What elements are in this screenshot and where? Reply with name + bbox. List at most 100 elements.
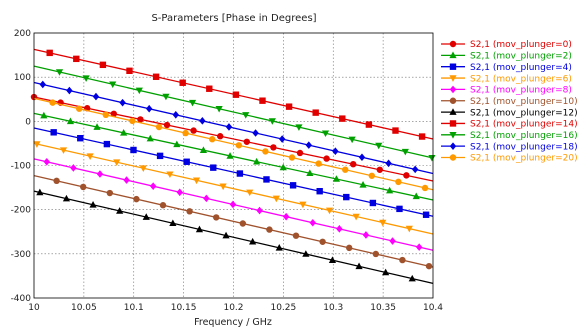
legend-marker [449, 75, 457, 82]
series-marker [411, 165, 419, 174]
series-marker [92, 92, 100, 101]
series-marker [343, 193, 350, 201]
series-marker [285, 103, 293, 110]
series-marker [396, 205, 403, 213]
legend-item: S2,1 (mov_plunger=8) [441, 85, 572, 96]
chart-title: S-Parameters [Phase in Degrees] [151, 13, 316, 24]
y-tick-label: 100 [14, 73, 31, 83]
series-marker [292, 232, 300, 239]
series-marker [226, 152, 234, 159]
series-marker [145, 104, 153, 113]
series-marker [342, 166, 349, 173]
series-marker [217, 133, 224, 140]
series-marker [272, 195, 280, 203]
legend-marker [449, 40, 457, 48]
series-marker [232, 91, 240, 98]
x-tick-label: 10.3 [323, 303, 343, 313]
series-marker [339, 115, 346, 122]
series-marker [279, 163, 287, 171]
series-marker [332, 147, 339, 155]
series-marker [266, 226, 273, 233]
series-line [33, 190, 434, 285]
series-marker [53, 177, 60, 185]
series-marker [182, 129, 189, 137]
series-marker [156, 152, 164, 160]
legend-label: S2,1 (mov_plunger=14) [470, 120, 578, 130]
series-marker [401, 148, 409, 156]
series-7 [33, 48, 434, 140]
series-marker [346, 244, 353, 252]
series-marker [359, 180, 367, 188]
series-marker [149, 182, 157, 190]
legend-marker [449, 63, 457, 70]
legend-label: S2,1 (mov_plunger=4) [470, 63, 572, 73]
series-marker [299, 201, 307, 209]
series-marker [215, 105, 223, 113]
series-marker [375, 142, 383, 150]
series-marker [355, 262, 363, 270]
series-marker [365, 121, 373, 128]
series-marker [126, 67, 133, 74]
series-marker [389, 237, 396, 245]
x-tick-label: 10.05 [71, 303, 97, 313]
series-8 [33, 65, 436, 162]
series-marker [386, 186, 394, 194]
series-marker [55, 69, 64, 76]
series-marker [159, 202, 167, 209]
series-marker [203, 194, 210, 203]
legend-marker [449, 154, 457, 161]
series-marker [199, 117, 206, 125]
series-marker [39, 80, 46, 89]
series-marker [206, 85, 213, 92]
series-marker [33, 141, 41, 148]
series-marker [76, 105, 83, 112]
series-marker [315, 160, 322, 167]
series-marker [40, 111, 48, 119]
series-marker [70, 164, 77, 172]
series-line [33, 127, 434, 217]
legend-item: S2,1 (mov_plunger=6) [441, 74, 572, 84]
legend-marker [449, 51, 457, 59]
series-marker [142, 213, 150, 220]
series-marker [252, 129, 259, 137]
y-tick-label: -400 [11, 294, 32, 304]
y-tick-label: -100 [11, 162, 32, 172]
series-marker [106, 189, 114, 197]
series-marker [183, 158, 190, 165]
series-marker [236, 170, 244, 177]
series-marker [418, 133, 426, 140]
legend-item: S2,1 (mov_plunger=2) [441, 51, 572, 62]
series-marker [155, 123, 163, 131]
series-marker [278, 135, 286, 143]
series-marker [139, 165, 147, 173]
series-marker [312, 109, 319, 116]
series-marker [99, 61, 107, 69]
series-marker [259, 97, 266, 104]
series-marker [415, 243, 423, 251]
legend-item: S2,1 (mov_plunger=20) [441, 154, 578, 164]
y-tick-label: 0 [25, 117, 31, 127]
series-marker [36, 188, 44, 196]
series-marker [368, 172, 376, 179]
series-marker [408, 274, 416, 282]
legend-marker [449, 132, 457, 139]
series-marker [222, 231, 230, 239]
legend-marker [449, 85, 457, 94]
series-marker [195, 225, 204, 233]
series-marker [288, 154, 296, 161]
series-marker [146, 134, 154, 142]
series-marker [328, 256, 337, 263]
series-marker [321, 130, 330, 138]
grid [34, 33, 433, 298]
series-marker [109, 81, 117, 89]
legend-item: S2,1 (mov_plunger=0) [441, 40, 572, 50]
series-marker [405, 225, 413, 233]
series-marker [305, 141, 312, 149]
series-marker [382, 268, 390, 276]
legend-marker [449, 142, 457, 150]
y-tick-label: 200 [14, 29, 31, 39]
series-marker [103, 140, 111, 148]
series-marker [392, 127, 399, 134]
legend-item: S2,1 (mov_plunger=12) [441, 108, 578, 118]
